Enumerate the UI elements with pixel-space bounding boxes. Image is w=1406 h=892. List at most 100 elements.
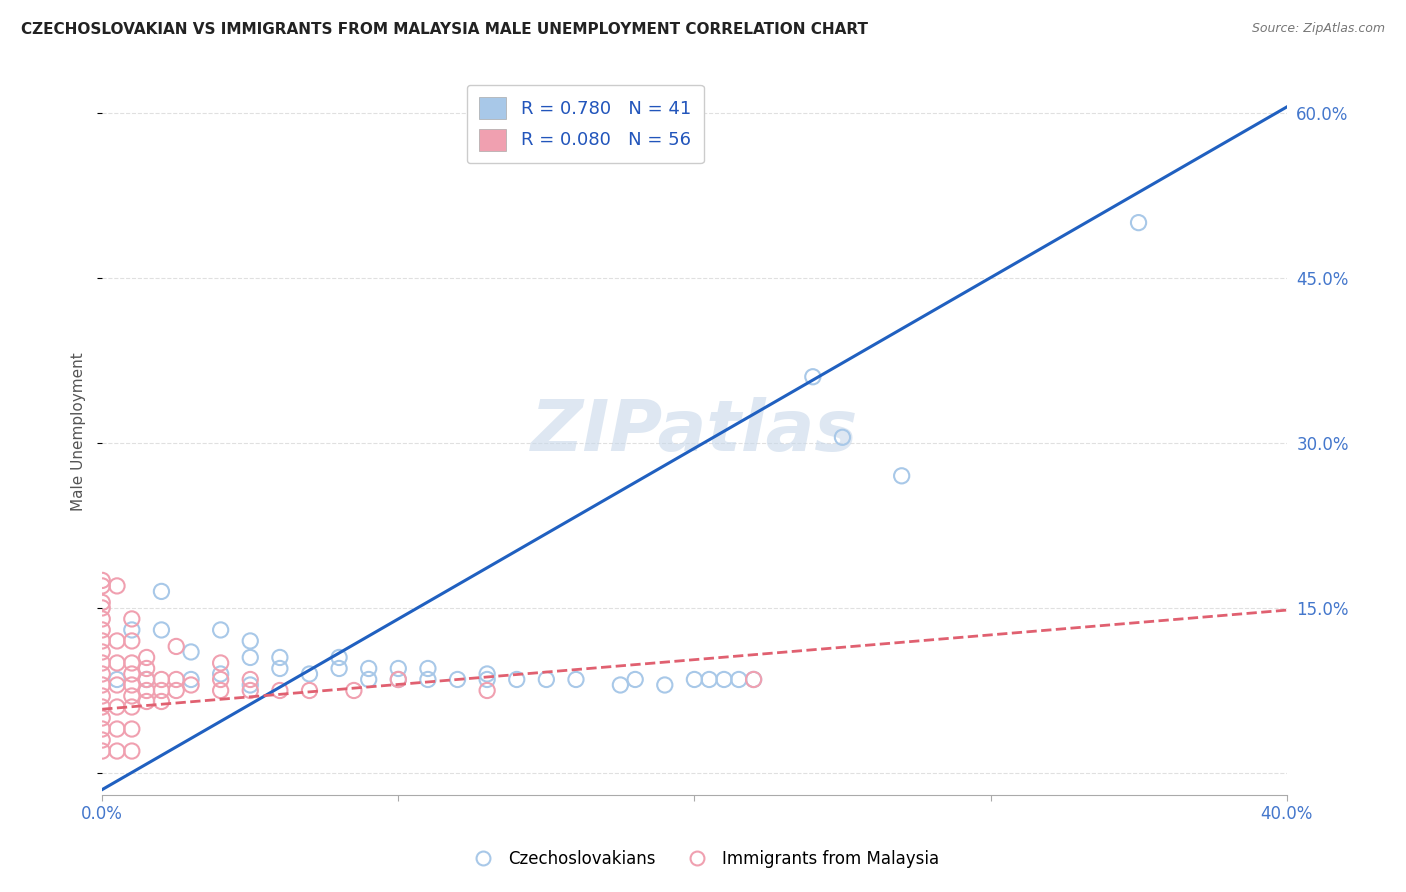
Point	[91, 645, 114, 659]
Point	[91, 744, 114, 758]
Point	[105, 722, 128, 736]
Point	[269, 661, 291, 675]
Point	[624, 673, 647, 687]
Point	[135, 673, 157, 687]
Point	[697, 673, 720, 687]
Point	[343, 683, 366, 698]
Point	[727, 673, 749, 687]
Point	[209, 623, 232, 637]
Point	[239, 683, 262, 698]
Point	[105, 673, 128, 687]
Point	[91, 595, 114, 609]
Point	[91, 733, 114, 747]
Text: ZIPatlas: ZIPatlas	[530, 397, 858, 467]
Point	[357, 673, 380, 687]
Point	[150, 694, 173, 708]
Point	[165, 683, 187, 698]
Point	[609, 678, 631, 692]
Point	[654, 678, 676, 692]
Point	[91, 574, 114, 588]
Point	[416, 661, 439, 675]
Point	[121, 634, 143, 648]
Point	[890, 468, 912, 483]
Point	[150, 584, 173, 599]
Point	[180, 678, 202, 692]
Point	[91, 667, 114, 681]
Point	[475, 667, 498, 681]
Point	[135, 683, 157, 698]
Point	[121, 678, 143, 692]
Point	[298, 683, 321, 698]
Point	[357, 661, 380, 675]
Point	[209, 673, 232, 687]
Point	[150, 683, 173, 698]
Point	[328, 661, 350, 675]
Point	[121, 667, 143, 681]
Point	[135, 661, 157, 675]
Point	[742, 673, 765, 687]
Point	[1128, 216, 1150, 230]
Point	[121, 623, 143, 637]
Point	[387, 673, 409, 687]
Legend: R = 0.780   N = 41, R = 0.080   N = 56: R = 0.780 N = 41, R = 0.080 N = 56	[467, 85, 703, 163]
Point	[269, 650, 291, 665]
Point	[165, 640, 187, 654]
Point	[91, 722, 114, 736]
Point	[387, 673, 409, 687]
Point	[91, 601, 114, 615]
Point	[209, 683, 232, 698]
Point	[713, 673, 735, 687]
Point	[91, 678, 114, 692]
Point	[91, 634, 114, 648]
Point	[121, 656, 143, 670]
Point	[180, 645, 202, 659]
Point	[239, 678, 262, 692]
Point	[91, 612, 114, 626]
Point	[105, 700, 128, 714]
Point	[683, 673, 706, 687]
Point	[269, 683, 291, 698]
Point	[121, 722, 143, 736]
Point	[209, 667, 232, 681]
Point	[239, 673, 262, 687]
Point	[105, 678, 128, 692]
Point	[239, 634, 262, 648]
Point	[446, 673, 468, 687]
Point	[165, 673, 187, 687]
Legend: Czechoslovakians, Immigrants from Malaysia: Czechoslovakians, Immigrants from Malays…	[460, 844, 946, 875]
Point	[298, 667, 321, 681]
Point	[180, 673, 202, 687]
Point	[387, 661, 409, 675]
Text: CZECHOSLOVAKIAN VS IMMIGRANTS FROM MALAYSIA MALE UNEMPLOYMENT CORRELATION CHART: CZECHOSLOVAKIAN VS IMMIGRANTS FROM MALAY…	[21, 22, 868, 37]
Point	[105, 579, 128, 593]
Point	[135, 694, 157, 708]
Point	[121, 700, 143, 714]
Point	[105, 634, 128, 648]
Point	[328, 650, 350, 665]
Point	[91, 711, 114, 725]
Point	[105, 656, 128, 670]
Point	[565, 673, 588, 687]
Point	[105, 744, 128, 758]
Point	[506, 673, 529, 687]
Point	[91, 623, 114, 637]
Point	[536, 673, 558, 687]
Point	[91, 579, 114, 593]
Point	[135, 650, 157, 665]
Point	[150, 623, 173, 637]
Point	[801, 369, 824, 384]
Point	[150, 673, 173, 687]
Point	[831, 430, 853, 444]
Y-axis label: Male Unemployment: Male Unemployment	[72, 352, 86, 511]
Point	[91, 689, 114, 703]
Point	[475, 673, 498, 687]
Point	[209, 656, 232, 670]
Point	[416, 673, 439, 687]
Point	[135, 673, 157, 687]
Point	[475, 683, 498, 698]
Point	[239, 650, 262, 665]
Point	[121, 689, 143, 703]
Point	[742, 673, 765, 687]
Point	[121, 744, 143, 758]
Point	[91, 656, 114, 670]
